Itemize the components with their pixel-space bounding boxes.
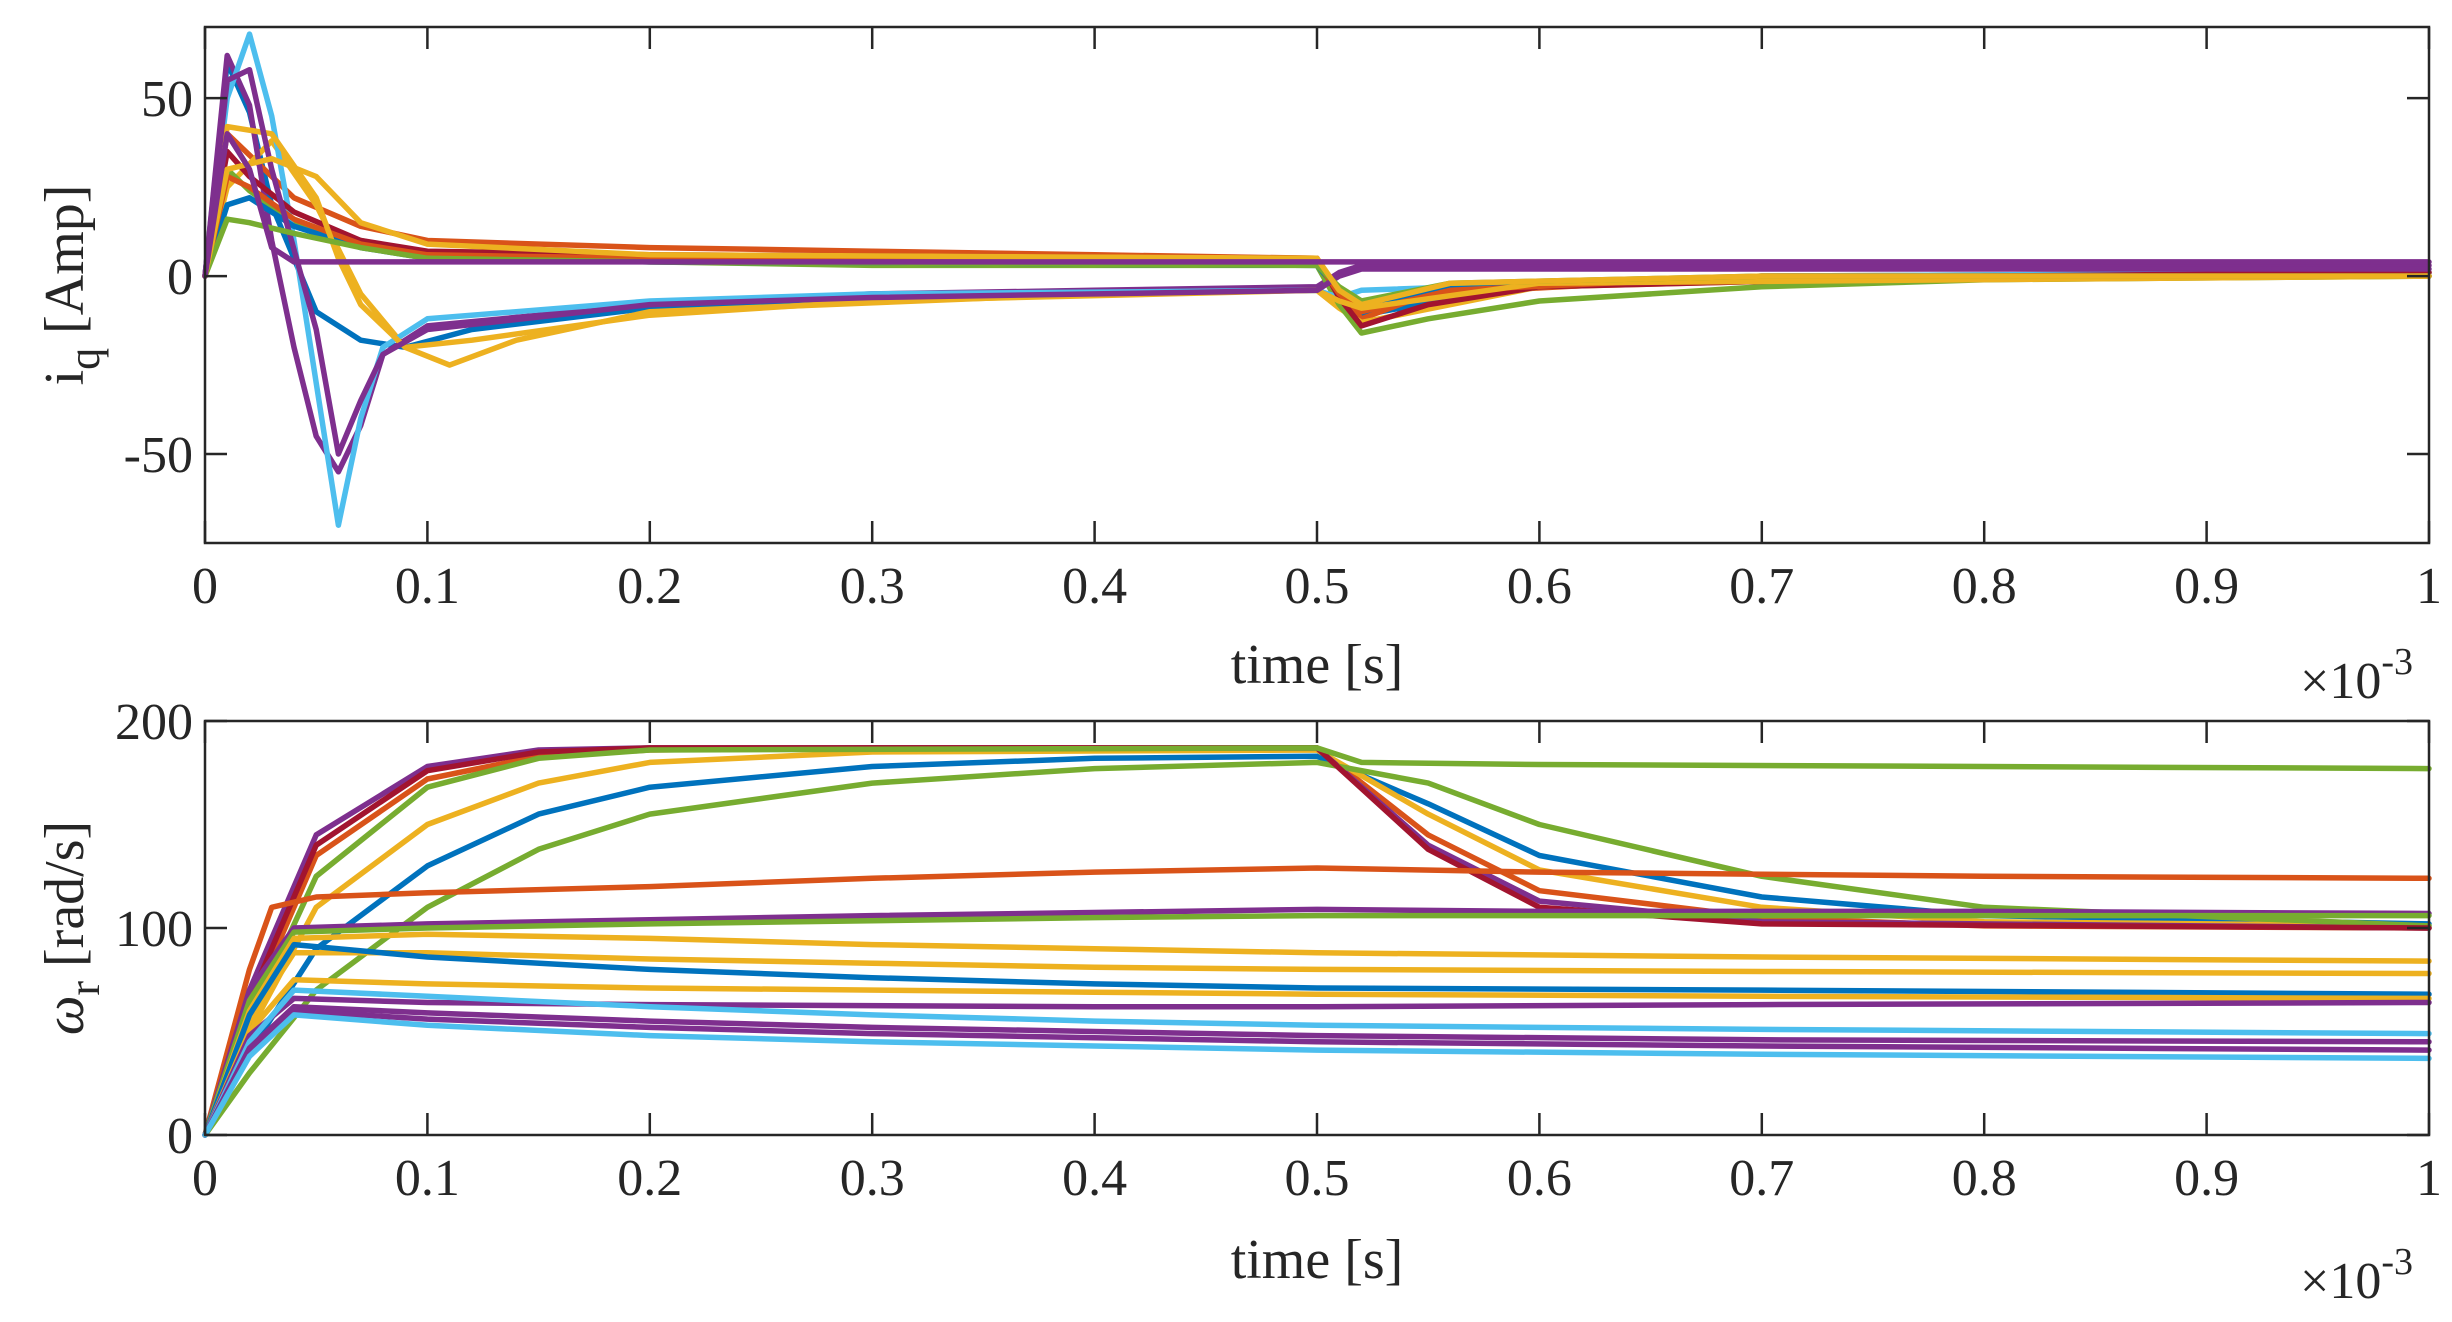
wr-x-tick-label: 0.5 xyxy=(1285,1150,1350,1207)
iq-x-exponent: ×10-3 xyxy=(2300,641,2413,710)
wr-series-line-8 xyxy=(202,865,2432,1138)
wr-x-tick-label: 0 xyxy=(192,1150,218,1207)
wr-y-tick-label: 200 xyxy=(115,694,193,751)
wr-y-label-rest: [rad/s] xyxy=(34,821,96,981)
wr-series-line-13 xyxy=(202,941,2432,1138)
wr-x-exponent: ×10-3 xyxy=(2300,1241,2413,1310)
iq-x-tick-label: 0.3 xyxy=(840,558,905,615)
iq-series-line-14 xyxy=(202,131,2432,279)
iq-y-tick-label: -50 xyxy=(124,427,193,484)
iq-y-label-main: i xyxy=(34,370,96,386)
iq-series-line-9 xyxy=(202,173,2432,315)
wr-series-line-14 xyxy=(202,977,2432,1138)
iq-x-tick-label: 0.8 xyxy=(1952,558,2017,615)
iq-series-line-10 xyxy=(202,123,2432,351)
iq-series-line-13 xyxy=(202,155,2432,308)
wr-x-axis-label: time [s] xyxy=(1231,1229,1404,1291)
wr-series-line-17 xyxy=(202,1003,2432,1138)
wr-x-exponent-power: -3 xyxy=(2381,1241,2413,1283)
iq-x-tick-label: 1 xyxy=(2416,558,2442,615)
iq-x-tick-label: 0.7 xyxy=(1729,558,1794,615)
iq-plot: 0 0.1 0.2 0.3 0.4 0.5 0.6 0.7 0.8 0.9 1 -50 0 50 time… xyxy=(34,25,2442,710)
iq-x-tick-label: 0 xyxy=(192,558,218,615)
wr-series-layer xyxy=(202,745,2432,1138)
wr-series-line-7 xyxy=(202,745,2432,1138)
wr-series-line-19 xyxy=(202,1012,2432,1138)
wr-y-tick-label: 100 xyxy=(115,901,193,958)
iq-x-tick-label: 0.5 xyxy=(1285,558,1350,615)
wr-series-line-10 xyxy=(202,912,2432,1138)
wr-plot: 0 0.1 0.2 0.3 0.4 0.5 0.6 0.7 0.8 0.9 1 0 100 200 tim… xyxy=(34,694,2442,1310)
wr-series-line-11 xyxy=(202,931,2432,1138)
wr-y-label-sub: r xyxy=(60,981,109,996)
iq-x-axis-label: time [s] xyxy=(1231,634,1404,696)
iq-ticks: 0 0.1 0.2 0.3 0.4 0.5 0.6 0.7 0.8 0.9 1 -50 0 50 xyxy=(124,27,2442,615)
iq-y-tick-label: 0 xyxy=(167,249,193,306)
wr-y-label-main: ω xyxy=(34,996,96,1036)
wr-x-tick-label: 0.7 xyxy=(1729,1150,1794,1207)
iq-x-tick-label: 0.6 xyxy=(1507,558,1572,615)
wr-series-line-18 xyxy=(202,1008,2432,1138)
wr-x-tick-label: 0.2 xyxy=(617,1150,682,1207)
iq-series-layer xyxy=(202,31,2432,528)
iq-y-axis-label: iq [Amp] xyxy=(34,185,109,386)
svg-text:iq [Amp]: iq [Amp] xyxy=(34,185,109,386)
wr-ticks: 0 0.1 0.2 0.3 0.4 0.5 0.6 0.7 0.8 0.9 1 0 100 200 xyxy=(115,694,2442,1207)
wr-x-tick-label: 0.9 xyxy=(2174,1150,2239,1207)
wr-series-line-16 xyxy=(202,987,2432,1138)
wr-y-tick-label: 0 xyxy=(167,1108,193,1165)
iq-x-exponent-power: -3 xyxy=(2381,641,2413,683)
wr-series-line-5 xyxy=(202,759,2432,1138)
wr-x-tick-label: 0.6 xyxy=(1507,1150,1572,1207)
iq-x-tick-label: 0.9 xyxy=(2174,558,2239,615)
iq-y-tick-label: 50 xyxy=(141,71,193,128)
wr-x-tick-label: 0.4 xyxy=(1062,1150,1127,1207)
wr-x-tick-label: 0.8 xyxy=(1952,1150,2017,1207)
wr-y-axis-label: ωr [rad/s] xyxy=(34,821,109,1035)
iq-y-label-sub: q xyxy=(60,348,109,370)
wr-x-exponent-base: ×10 xyxy=(2300,1253,2381,1310)
iq-x-exponent-base: ×10 xyxy=(2300,653,2381,710)
svg-text:ωr [rad/s]: ωr [rad/s] xyxy=(34,821,109,1035)
iq-x-tick-label: 0.2 xyxy=(617,558,682,615)
wr-series-line-12 xyxy=(202,950,2432,1138)
wr-x-tick-label: 1 xyxy=(2416,1150,2442,1207)
iq-x-tick-label: 0.4 xyxy=(1062,558,1127,615)
iq-x-tick-label: 0.1 xyxy=(395,558,460,615)
wr-series-line-9 xyxy=(202,906,2432,1138)
wr-x-tick-label: 0.3 xyxy=(840,1150,905,1207)
wr-x-tick-label: 0.1 xyxy=(395,1150,460,1207)
iq-y-label-rest: [Amp] xyxy=(34,185,96,348)
